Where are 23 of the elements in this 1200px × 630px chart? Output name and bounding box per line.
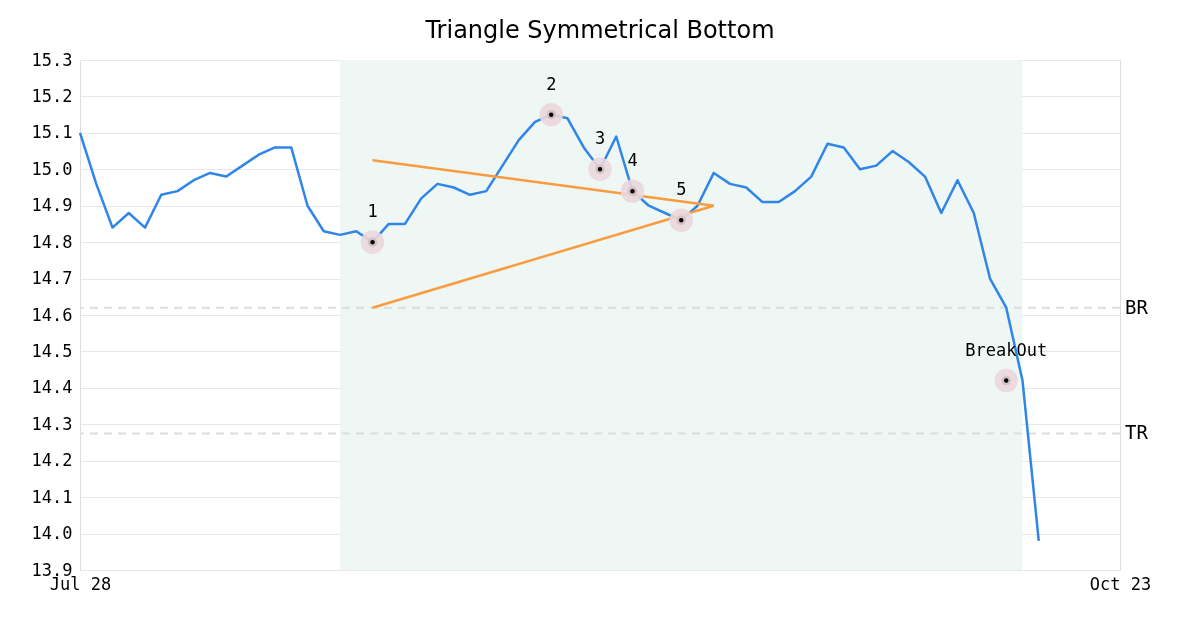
ref-line-label: TR (1125, 421, 1149, 444)
annotation: 3 (594, 128, 606, 149)
x-tick-label: Oct 23 (1089, 573, 1152, 594)
ref-line-label: BR (1125, 295, 1149, 318)
y-tick-label: 14.3 (31, 413, 73, 434)
y-tick-label: 14.9 (31, 195, 73, 216)
y-tick-label: 14.7 (31, 268, 73, 289)
annotation: 2 (546, 73, 557, 94)
y-tick-label: 15.3 (31, 49, 73, 70)
y-tick-label: 14.0 (31, 523, 73, 544)
annotation: 1 (367, 201, 378, 222)
y-tick-label: 15.1 (31, 122, 73, 143)
y-tick-label: 14.1 (31, 486, 73, 507)
y-tick-label: 14.4 (31, 377, 73, 398)
y-tick-label: 14.5 (31, 340, 73, 361)
y-tick-label: 14.2 (31, 450, 73, 471)
annotation: 4 (627, 150, 638, 171)
annotation: 5 (676, 179, 687, 200)
y-tick-label: 14.8 (31, 231, 73, 252)
chart-title: Triangle Symmetrical Bottom (424, 16, 775, 44)
y-tick-label: 14.6 (31, 304, 73, 325)
y-tick-label: 15.2 (31, 85, 73, 106)
y-tick-label: 15.0 (31, 158, 73, 179)
